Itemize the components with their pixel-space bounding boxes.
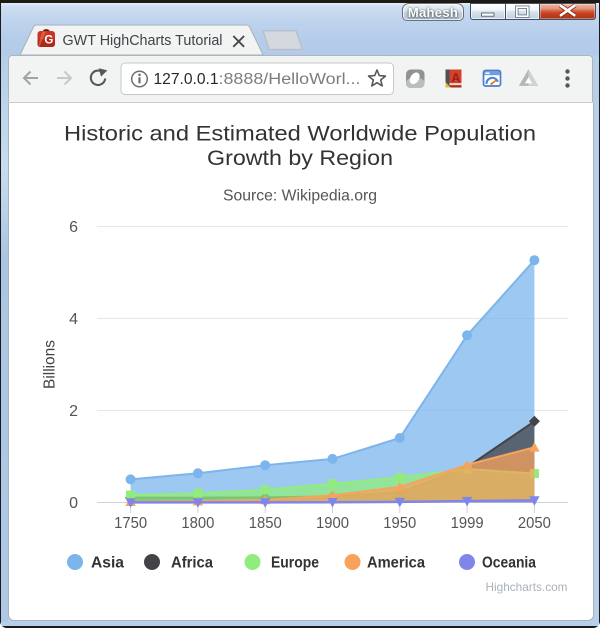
svg-text:1800: 1800 — [181, 515, 214, 532]
svg-text:127.0.0.1: 127.0.0.1 — [154, 71, 219, 88]
svg-text:A: A — [451, 71, 460, 85]
svg-text:America: America — [367, 555, 425, 572]
svg-text:1999: 1999 — [451, 515, 484, 532]
svg-text:Billions: Billions — [42, 340, 59, 389]
svg-text:2050: 2050 — [518, 515, 551, 532]
svg-text:Highcharts.com: Highcharts.com — [486, 580, 568, 594]
svg-text:2: 2 — [69, 403, 78, 420]
svg-text:6: 6 — [69, 219, 78, 236]
svg-text:1950: 1950 — [383, 515, 416, 532]
svg-text:G: G — [44, 35, 53, 47]
svg-text::8888/HelloWorl...: :8888/HelloWorl... — [219, 71, 361, 88]
svg-text:1900: 1900 — [316, 515, 349, 532]
svg-text:Source: Wikipedia.org: Source: Wikipedia.org — [223, 188, 377, 205]
svg-text:Asia: Asia — [91, 555, 124, 572]
svg-text:Europe: Europe — [271, 555, 319, 572]
svg-text:1750: 1750 — [114, 515, 147, 532]
svg-text:1850: 1850 — [249, 515, 282, 532]
svg-text:GWT HighCharts Tutorial: GWT HighCharts Tutorial — [63, 33, 223, 49]
svg-text:4: 4 — [69, 311, 78, 328]
svg-text:0: 0 — [69, 495, 78, 512]
svg-text:Historic and Estimated Worldwi: Historic and Estimated Worldwide Populat… — [64, 123, 536, 146]
svg-text:Oceania: Oceania — [482, 555, 536, 572]
svg-text:Africa: Africa — [171, 555, 213, 572]
svg-text:Growth by Region: Growth by Region — [207, 147, 393, 170]
